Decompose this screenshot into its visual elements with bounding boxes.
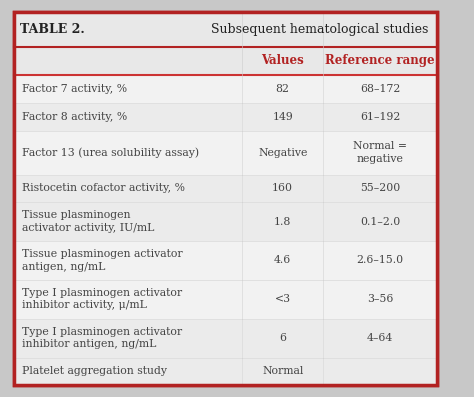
Text: 68–172: 68–172 (360, 84, 401, 94)
Text: Type I plasminogen activator
inhibitor antigen, ng/mL: Type I plasminogen activator inhibitor a… (22, 327, 182, 349)
Bar (323, 280, 438, 319)
Text: 160: 160 (272, 183, 293, 193)
Bar (242, 75, 323, 103)
Text: 4–64: 4–64 (367, 333, 393, 343)
Bar (323, 103, 438, 131)
Text: Normal: Normal (262, 366, 303, 376)
Text: TABLE 2.: TABLE 2. (20, 23, 85, 36)
Bar (323, 131, 438, 175)
Text: Reference range: Reference range (325, 54, 435, 67)
Bar (323, 241, 438, 280)
Bar (242, 202, 323, 241)
Text: Tissue plasminogen
activator activity, IU/mL: Tissue plasminogen activator activity, I… (22, 210, 154, 233)
Bar (14, 175, 242, 202)
Text: 0.1–2.0: 0.1–2.0 (360, 217, 400, 227)
Text: 82: 82 (276, 84, 290, 94)
Text: Type I plasminogen activator
inhibitor activity, μ/mL: Type I plasminogen activator inhibitor a… (22, 288, 182, 310)
Bar (14, 319, 242, 358)
Bar (242, 131, 323, 175)
Bar (14, 202, 242, 241)
Bar (323, 319, 438, 358)
Text: Negative: Negative (258, 148, 307, 158)
Text: Factor 7 activity, %: Factor 7 activity, % (22, 84, 127, 94)
Bar (14, 131, 242, 175)
Bar (14, 280, 242, 319)
Text: 61–192: 61–192 (360, 112, 401, 122)
Bar (242, 358, 323, 385)
Text: 2.6–15.0: 2.6–15.0 (356, 255, 404, 266)
Text: Factor 13 (urea solubility assay): Factor 13 (urea solubility assay) (22, 147, 199, 158)
Bar (242, 103, 323, 131)
Text: 55–200: 55–200 (360, 183, 400, 193)
Bar (242, 241, 323, 280)
Bar (323, 75, 438, 103)
Text: Values: Values (261, 54, 304, 67)
Text: Normal =
negative: Normal = negative (353, 141, 407, 164)
Bar (242, 319, 323, 358)
Text: Platelet aggregation study: Platelet aggregation study (22, 366, 167, 376)
Text: <3: <3 (274, 294, 291, 304)
Bar (242, 280, 323, 319)
Text: 1.8: 1.8 (274, 217, 292, 227)
Bar (323, 202, 438, 241)
Text: Subsequent hematological studies: Subsequent hematological studies (202, 23, 428, 36)
Bar (14, 46, 438, 75)
Bar (323, 175, 438, 202)
Bar (242, 175, 323, 202)
Text: Ristocetin cofactor activity, %: Ristocetin cofactor activity, % (22, 183, 185, 193)
Text: 3–56: 3–56 (367, 294, 393, 304)
Bar (323, 358, 438, 385)
Text: Factor 8 activity, %: Factor 8 activity, % (22, 112, 127, 122)
Bar (14, 75, 242, 103)
Text: 6: 6 (279, 333, 286, 343)
Text: 149: 149 (272, 112, 293, 122)
Text: Tissue plasminogen activator
antigen, ng/mL: Tissue plasminogen activator antigen, ng… (22, 249, 182, 272)
Bar (14, 12, 438, 46)
Bar (14, 241, 242, 280)
Bar (14, 358, 242, 385)
Text: 4.6: 4.6 (274, 255, 292, 266)
Bar (14, 103, 242, 131)
